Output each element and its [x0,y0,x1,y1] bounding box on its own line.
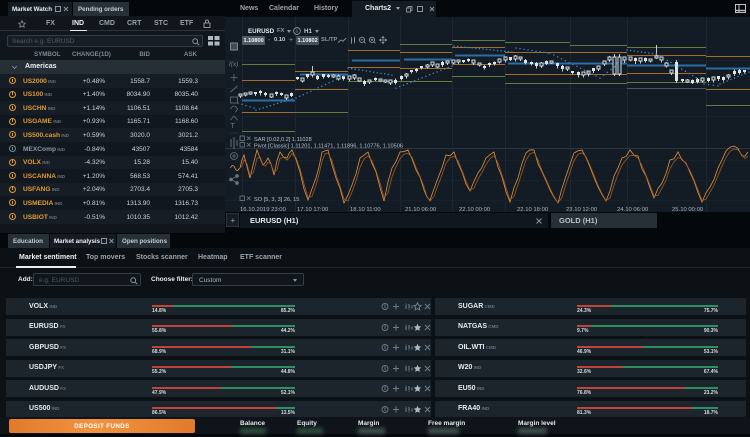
svg-text:Pivot [Classic] 1.11201, 1.114: Pivot [Classic] 1.11201, 1.11471, 1.1189… [254,144,403,150]
svg-text:22.10 00:00: 22.10 00:00 [459,207,491,212]
svg-text:T: T [231,123,236,130]
svg-text:16.10.2019 23:00: 16.10.2019 23:00 [240,207,287,212]
svg-text:21.10 06:00: 21.10 06:00 [405,207,437,212]
svg-text:25.10 00:00: 25.10 00:00 [672,207,704,212]
svg-text:17.10 17:00: 17.10 17:00 [297,207,329,212]
svg-text:f(x): f(x) [229,61,238,68]
svg-text:SO [5, 3, 3] 26, 15: SO [5, 3, 3] 26, 15 [254,197,299,203]
svg-text:23.10 12:00: 23.10 12:00 [566,207,598,212]
svg-text:22.10 18:00: 22.10 18:00 [517,207,549,212]
svg-text:24.10 06:00: 24.10 06:00 [617,207,649,212]
svg-text:18.10 11:00: 18.10 11:00 [350,207,381,212]
svg-text:SAR [0.02,0.2] 1.11028: SAR [0.02,0.2] 1.11028 [254,137,312,143]
